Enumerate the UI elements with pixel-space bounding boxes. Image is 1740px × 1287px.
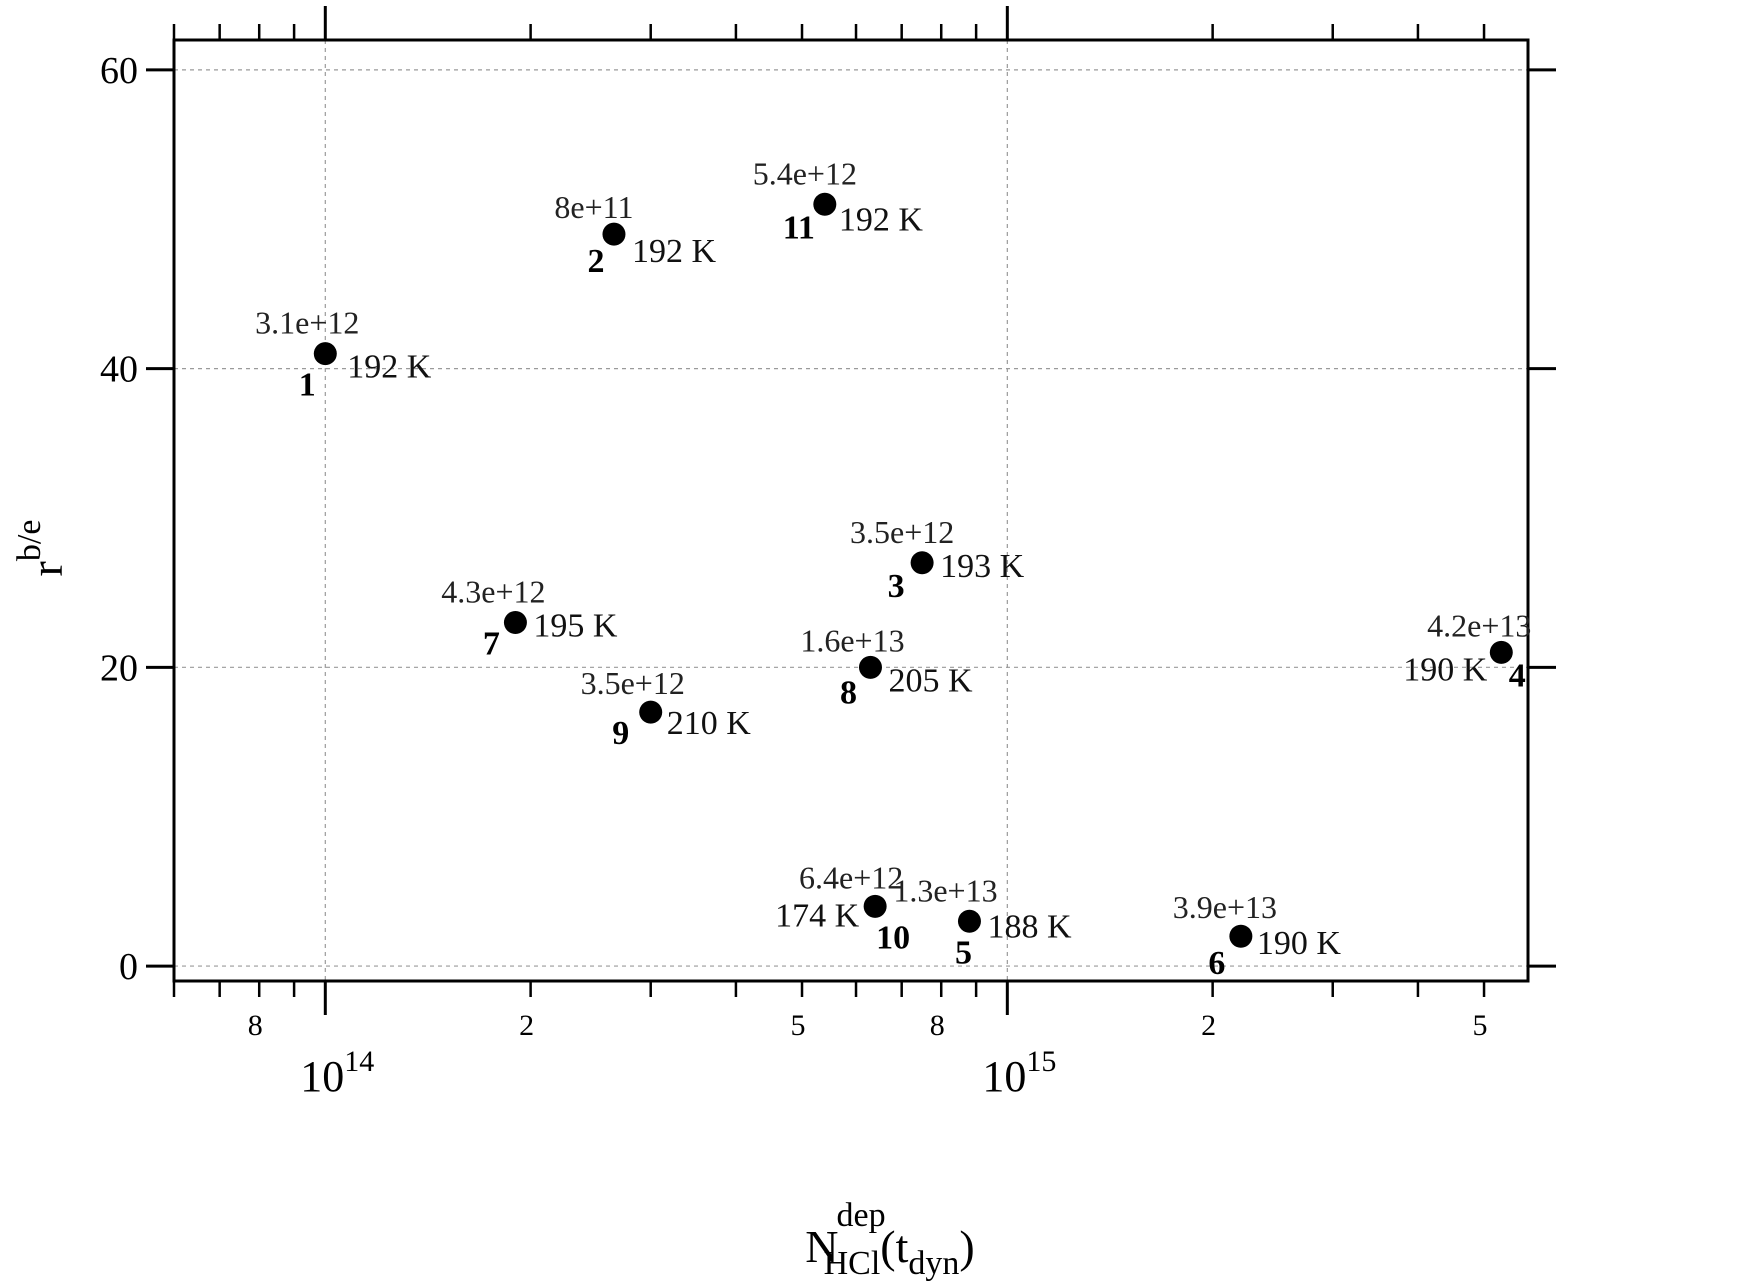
data-point-value-label: 6.4e+12 xyxy=(799,859,903,895)
data-point-id-label: 2 xyxy=(587,243,604,280)
data-point-group: 8e+11 192 K 2 xyxy=(554,189,716,280)
data-point-temp-label: 190 K xyxy=(1257,925,1342,962)
y-tick-labels: 0 20 40 60 xyxy=(100,50,138,988)
data-point-id-label: 7 xyxy=(483,626,500,663)
x-decade-label-14: 1014 xyxy=(300,1045,374,1101)
data-point-id-label: 4 xyxy=(1509,657,1526,694)
data-point-id-label: 11 xyxy=(783,209,815,246)
data-point-marker xyxy=(858,655,882,679)
data-point-value-label: 4.2e+13 xyxy=(1427,607,1531,643)
data-point-value-label: 1.6e+13 xyxy=(800,622,904,658)
data-point-value-label: 5.4e+12 xyxy=(753,155,857,191)
y-tick-label-20: 20 xyxy=(100,647,138,689)
data-point-value-label: 8e+11 xyxy=(554,189,633,225)
data-point-group: 3.5e+12 210 K 9 xyxy=(581,665,752,752)
data-point-marker xyxy=(639,700,663,724)
x-decade-labels: 1014 1015 xyxy=(300,1045,1056,1101)
x-minor-label-5b: 5 xyxy=(1473,1009,1488,1042)
data-point-group: 1.6e+13 205 K 8 xyxy=(800,622,973,711)
x-axis-title: Ndep HCl(tdyn) xyxy=(805,1197,974,1282)
data-point-marker xyxy=(1229,924,1253,948)
data-point-group: 4.2e+13 190 K 4 xyxy=(1403,607,1531,694)
data-point-temp-label: 174 K xyxy=(775,897,860,934)
data-point-value-label: 4.3e+12 xyxy=(441,574,545,610)
data-point-id-label: 3 xyxy=(888,568,905,605)
data-point-id-label: 1 xyxy=(299,367,316,404)
x-minor-label-2b: 2 xyxy=(1201,1009,1216,1042)
data-point-value-label: 1.3e+13 xyxy=(893,872,997,908)
data-point-marker xyxy=(602,222,626,246)
data-point-id-label: 10 xyxy=(876,919,910,956)
data-point-value-label: 3.1e+12 xyxy=(255,305,359,341)
data-point-marker xyxy=(813,192,837,216)
x-minor-label-8b: 8 xyxy=(930,1009,945,1042)
y-tick-label-0: 0 xyxy=(119,946,138,988)
data-point-temp-label: 188 K xyxy=(987,908,1072,945)
y-tick-label-60: 60 xyxy=(100,50,138,92)
data-point-temp-label: 195 K xyxy=(533,608,618,645)
data-point-marker xyxy=(863,894,887,918)
grid-lines xyxy=(174,40,1528,981)
y-axis-title: rb/e xyxy=(11,520,72,577)
data-point-group: 3.1e+12 192 K 1 xyxy=(255,305,432,404)
data-point-temp-label: 192 K xyxy=(347,349,432,386)
data-point-id-label: 9 xyxy=(612,715,629,752)
data-point-temp-label: 210 K xyxy=(667,705,752,742)
x-minor-label-8a: 8 xyxy=(248,1009,263,1042)
data-point-id-label: 8 xyxy=(840,674,857,711)
data-point-marker xyxy=(1489,640,1513,664)
data-point-temp-label: 205 K xyxy=(888,662,973,699)
data-point-temp-label: 193 K xyxy=(940,548,1025,585)
x-minor-label-2a: 2 xyxy=(519,1009,534,1042)
data-point-temp-label: 190 K xyxy=(1403,651,1488,688)
y-tick-label-40: 40 xyxy=(100,349,138,391)
data-point-marker xyxy=(957,909,981,933)
plot-frame xyxy=(172,38,1530,983)
data-point-value-label: 3.5e+12 xyxy=(581,665,685,701)
data-point-temp-label: 192 K xyxy=(632,233,717,270)
data-point-marker xyxy=(503,611,527,635)
data-point-marker xyxy=(910,551,934,575)
data-point-id-label: 5 xyxy=(955,934,972,971)
x-decade-label-15: 1015 xyxy=(982,1045,1056,1101)
data-point-marker xyxy=(313,342,337,366)
data-point-id-label: 6 xyxy=(1208,945,1225,982)
x-minor-tick-labels: 8 2 5 8 2 5 xyxy=(248,1009,1488,1042)
data-point-value-label: 3.9e+13 xyxy=(1173,889,1277,925)
data-point-group: 5.4e+12 192 K 11 xyxy=(753,155,924,246)
data-point-temp-label: 192 K xyxy=(839,201,924,238)
axis-ticks xyxy=(146,6,1556,1015)
x-minor-label-5a: 5 xyxy=(791,1009,806,1042)
data-point-value-label: 3.5e+12 xyxy=(850,514,954,550)
